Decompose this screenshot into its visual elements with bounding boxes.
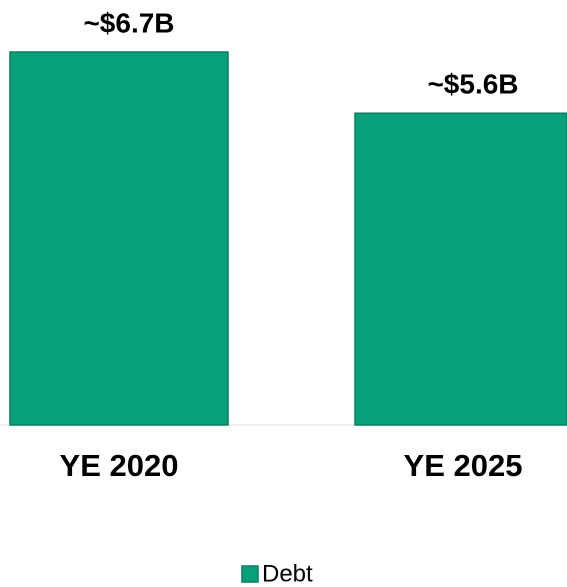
legend-swatch bbox=[241, 565, 259, 583]
x-tick-label: YE 2025 bbox=[404, 448, 523, 483]
value-label: ~$6.7B bbox=[83, 7, 174, 38]
bar bbox=[354, 112, 567, 426]
bar bbox=[9, 51, 229, 426]
x-tick-label: YE 2020 bbox=[60, 448, 179, 483]
value-label: ~$5.6B bbox=[427, 69, 518, 100]
legend-label: Debt bbox=[262, 560, 313, 587]
